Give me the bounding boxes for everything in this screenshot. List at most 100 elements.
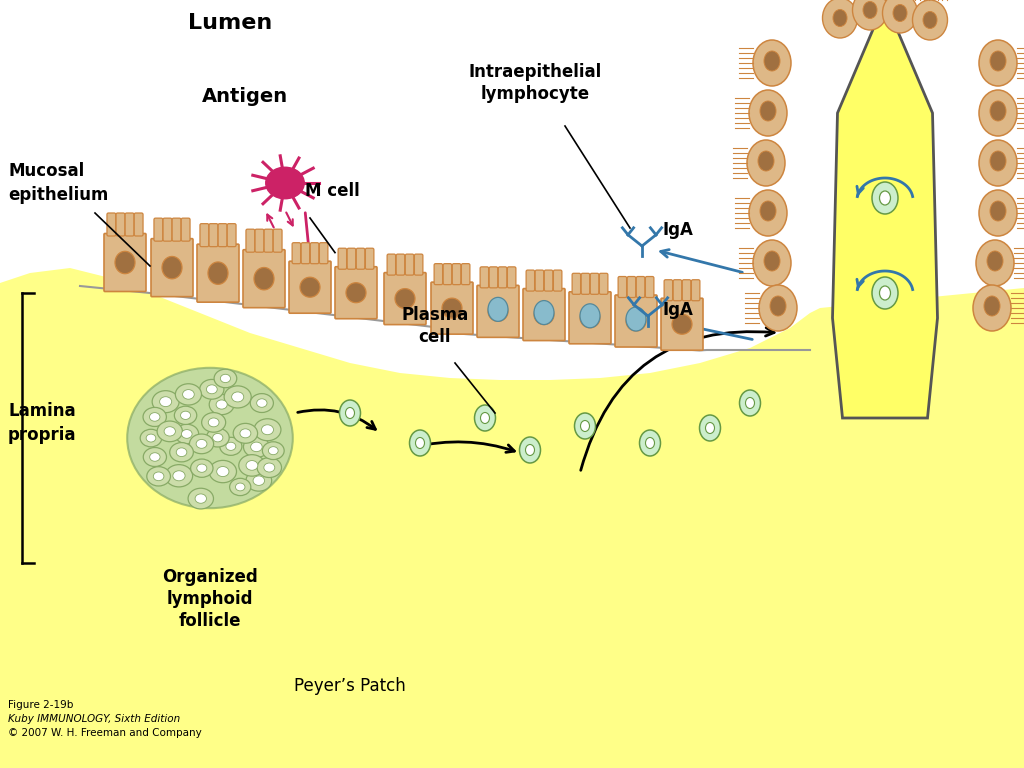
Ellipse shape <box>395 289 415 309</box>
Ellipse shape <box>254 267 274 290</box>
Ellipse shape <box>226 442 236 450</box>
FancyBboxPatch shape <box>301 243 309 263</box>
FancyBboxPatch shape <box>292 243 301 263</box>
Ellipse shape <box>706 422 715 433</box>
Ellipse shape <box>143 407 166 426</box>
Ellipse shape <box>150 452 160 462</box>
Ellipse shape <box>173 471 185 481</box>
Text: Organized
lymphoid
follicle: Organized lymphoid follicle <box>162 568 258 631</box>
Ellipse shape <box>534 300 554 325</box>
FancyBboxPatch shape <box>106 213 116 236</box>
Ellipse shape <box>209 395 234 415</box>
Ellipse shape <box>745 398 755 409</box>
Ellipse shape <box>699 415 721 441</box>
Ellipse shape <box>262 442 285 459</box>
Ellipse shape <box>525 445 535 455</box>
Ellipse shape <box>770 296 786 316</box>
Ellipse shape <box>973 285 1011 331</box>
Ellipse shape <box>746 140 785 186</box>
FancyBboxPatch shape <box>116 213 125 236</box>
FancyBboxPatch shape <box>384 273 426 325</box>
Ellipse shape <box>229 478 251 495</box>
Ellipse shape <box>488 301 508 321</box>
Ellipse shape <box>488 297 508 321</box>
Ellipse shape <box>246 461 258 470</box>
Ellipse shape <box>990 51 1006 71</box>
FancyBboxPatch shape <box>406 254 414 275</box>
Ellipse shape <box>442 298 462 318</box>
FancyBboxPatch shape <box>154 218 163 241</box>
Ellipse shape <box>176 448 186 457</box>
Ellipse shape <box>923 12 937 28</box>
Ellipse shape <box>822 0 857 38</box>
Ellipse shape <box>209 460 237 483</box>
Ellipse shape <box>181 429 193 439</box>
FancyBboxPatch shape <box>200 223 209 247</box>
Ellipse shape <box>216 400 227 409</box>
Ellipse shape <box>872 182 898 214</box>
FancyBboxPatch shape <box>590 273 599 294</box>
Ellipse shape <box>170 442 194 462</box>
FancyBboxPatch shape <box>636 276 645 297</box>
Ellipse shape <box>672 314 692 334</box>
FancyBboxPatch shape <box>335 266 377 319</box>
FancyBboxPatch shape <box>289 261 331 313</box>
Ellipse shape <box>165 465 193 487</box>
FancyBboxPatch shape <box>582 273 590 294</box>
Ellipse shape <box>764 251 780 271</box>
Ellipse shape <box>140 429 162 447</box>
FancyBboxPatch shape <box>387 254 395 275</box>
FancyBboxPatch shape <box>569 292 611 344</box>
Ellipse shape <box>182 389 195 399</box>
Ellipse shape <box>253 476 264 485</box>
Ellipse shape <box>880 191 891 205</box>
Ellipse shape <box>880 286 891 300</box>
Ellipse shape <box>759 285 797 331</box>
Ellipse shape <box>758 151 774 171</box>
Text: M cell: M cell <box>305 182 359 200</box>
Ellipse shape <box>990 201 1006 221</box>
Ellipse shape <box>345 408 354 419</box>
Ellipse shape <box>197 464 207 472</box>
FancyBboxPatch shape <box>366 248 374 270</box>
FancyBboxPatch shape <box>523 289 565 340</box>
Ellipse shape <box>990 151 1006 171</box>
Text: Lamina
propria: Lamina propria <box>8 402 77 444</box>
Text: IgA: IgA <box>662 301 693 319</box>
FancyBboxPatch shape <box>197 244 239 302</box>
Ellipse shape <box>153 391 179 412</box>
Ellipse shape <box>175 384 202 405</box>
Ellipse shape <box>581 421 590 432</box>
Ellipse shape <box>180 411 190 419</box>
Ellipse shape <box>246 470 271 492</box>
Ellipse shape <box>175 424 199 444</box>
FancyBboxPatch shape <box>415 254 423 275</box>
FancyBboxPatch shape <box>246 229 255 252</box>
FancyBboxPatch shape <box>264 229 273 252</box>
FancyBboxPatch shape <box>134 213 143 236</box>
Text: © 2007 W. H. Freeman and Company: © 2007 W. H. Freeman and Company <box>8 728 202 738</box>
FancyBboxPatch shape <box>682 280 691 301</box>
FancyBboxPatch shape <box>172 218 181 241</box>
Ellipse shape <box>580 304 600 328</box>
Ellipse shape <box>268 447 279 455</box>
Ellipse shape <box>749 190 787 236</box>
Ellipse shape <box>976 240 1014 286</box>
FancyBboxPatch shape <box>434 263 442 285</box>
Ellipse shape <box>250 394 273 412</box>
Ellipse shape <box>574 413 596 439</box>
Ellipse shape <box>979 40 1017 86</box>
FancyBboxPatch shape <box>691 280 699 301</box>
Text: Intraepithelial
lymphocyte: Intraepithelial lymphocyte <box>468 63 602 103</box>
FancyBboxPatch shape <box>572 273 581 294</box>
FancyBboxPatch shape <box>615 295 657 347</box>
Ellipse shape <box>231 392 244 402</box>
Ellipse shape <box>749 90 787 136</box>
FancyBboxPatch shape <box>273 229 282 252</box>
Ellipse shape <box>760 201 776 221</box>
Ellipse shape <box>244 436 269 458</box>
Ellipse shape <box>239 455 265 476</box>
Text: Antigen: Antigen <box>202 87 288 106</box>
FancyBboxPatch shape <box>209 223 218 247</box>
FancyBboxPatch shape <box>645 276 654 297</box>
